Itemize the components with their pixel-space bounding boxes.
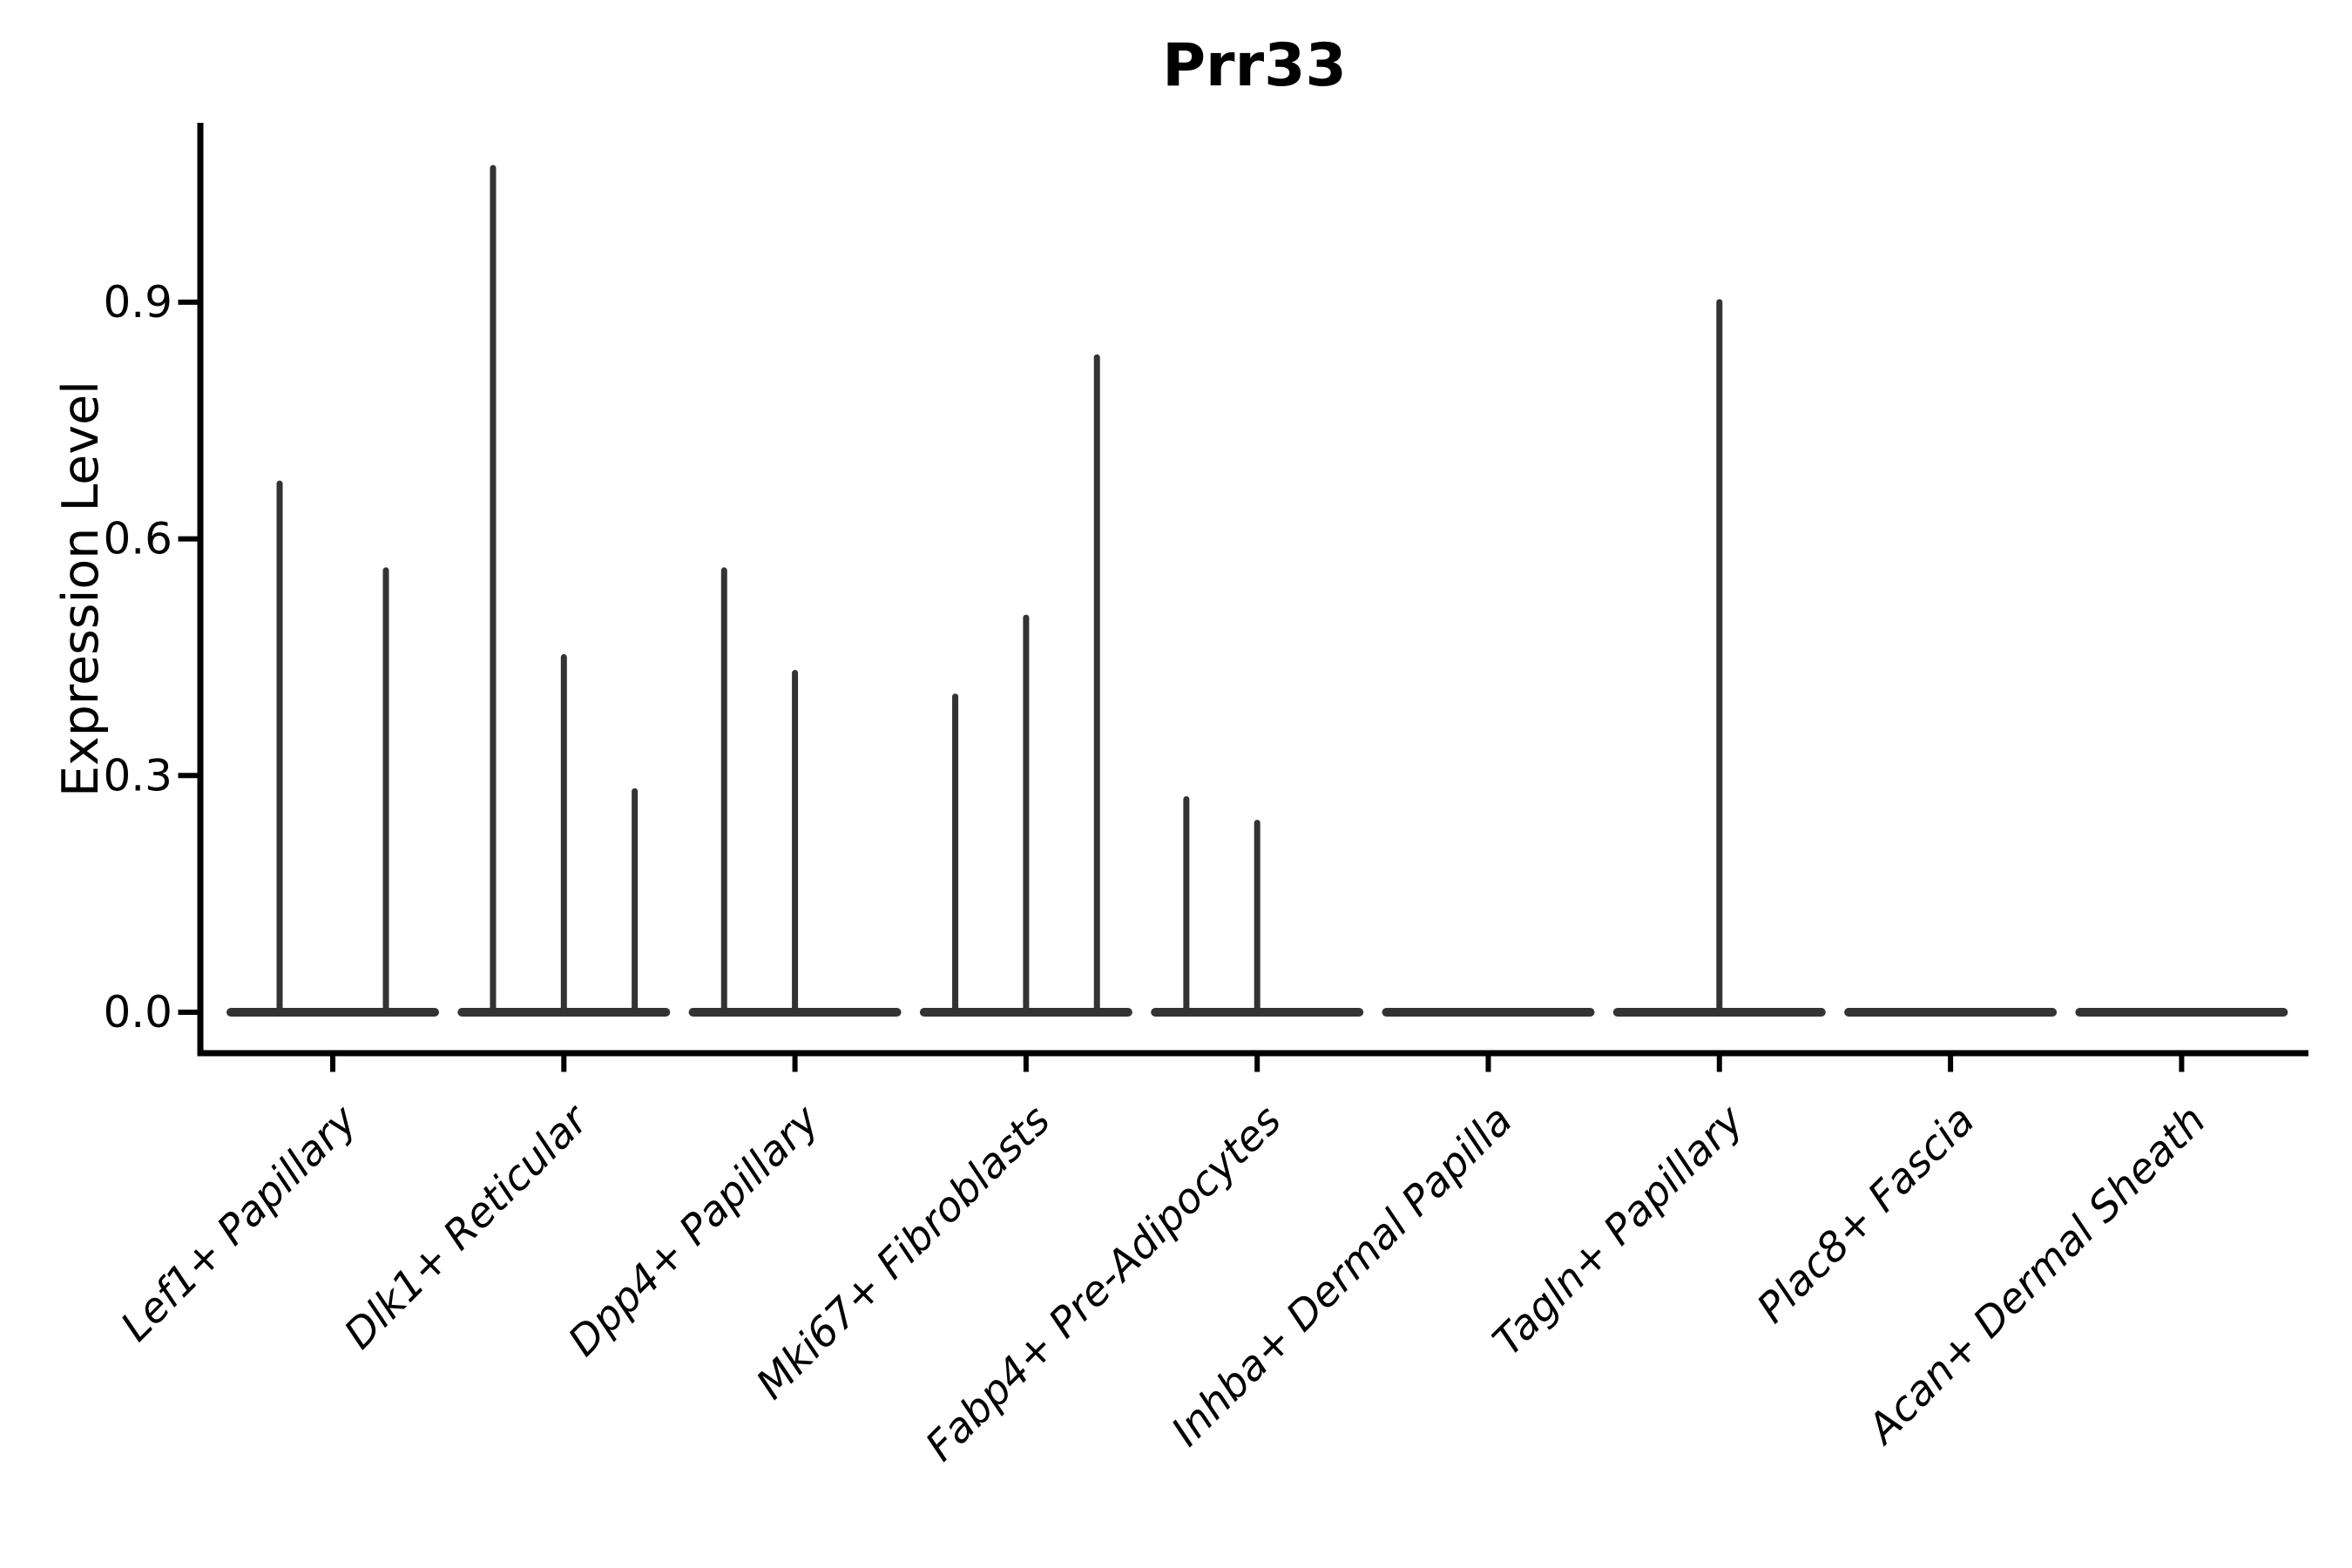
y-tick-label: 0.3 xyxy=(103,750,172,801)
y-tick-label: 0.9 xyxy=(103,277,172,328)
violin-baseline xyxy=(2075,1008,2288,1017)
violin-baseline xyxy=(226,1008,439,1017)
y-tick-label: 0.6 xyxy=(103,514,172,564)
chart-title: Prr33 xyxy=(1162,31,1347,100)
violin-baseline xyxy=(1382,1008,1595,1017)
y-axis-label: Expression Level xyxy=(52,381,110,797)
y-tick-label: 0.0 xyxy=(103,987,172,1037)
violin-baseline xyxy=(1844,1008,2058,1017)
